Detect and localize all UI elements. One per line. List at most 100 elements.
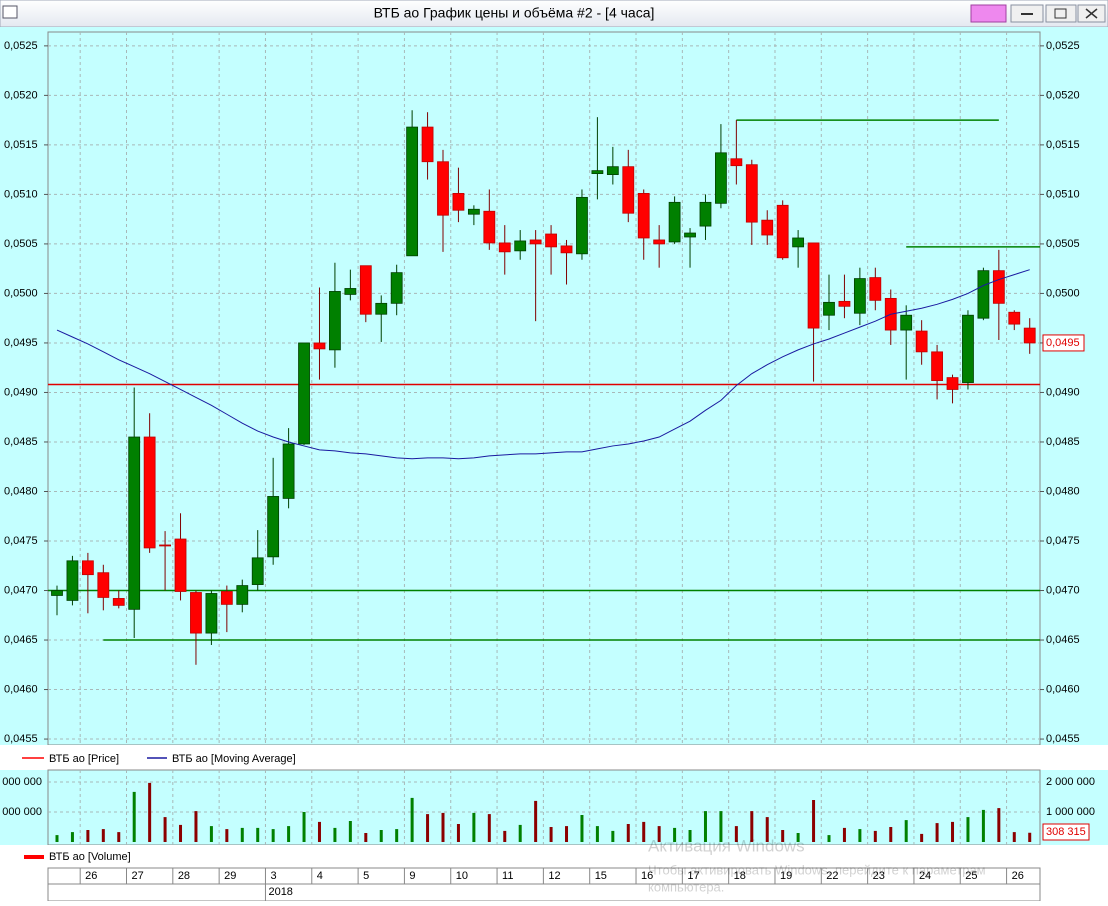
y-tick-label: 0,0500: [1046, 287, 1080, 299]
volume-bar: [858, 829, 862, 842]
x-tick-label: 26: [1012, 870, 1024, 882]
volume-bar: [966, 817, 970, 842]
volume-bar: [703, 811, 707, 842]
y-tick-label: 0,0485: [1046, 436, 1080, 448]
x-tick-label: 18: [734, 870, 746, 882]
volume-bar: [611, 830, 615, 842]
volume-bar: [981, 809, 985, 842]
candle-body: [1023, 327, 1036, 344]
watermark-line: компьютера.: [648, 879, 724, 894]
volume-bar: [781, 830, 785, 842]
volume-bar: [642, 821, 646, 842]
candle-body: [159, 544, 171, 547]
y-tick-label: 0,0500: [4, 287, 38, 299]
volume-bar: [132, 791, 136, 842]
candle-body: [931, 351, 943, 381]
volume-bar: [812, 800, 816, 842]
volume-bar: [503, 830, 507, 842]
candle-body: [807, 242, 820, 329]
volume-bar: [364, 833, 368, 842]
candle-body: [653, 239, 666, 245]
candle-body: [359, 265, 372, 315]
volume-bar: [565, 826, 569, 842]
y-tick-label: 2 000 000: [1046, 776, 1095, 788]
candle-body: [128, 436, 141, 610]
volume-bar: [287, 826, 291, 842]
candle-body: [112, 598, 125, 606]
volume-bar: [379, 830, 383, 842]
candle-body: [869, 277, 882, 301]
x-tick-label: 10: [456, 870, 468, 882]
candle-body: [622, 166, 635, 214]
candle-body: [190, 592, 202, 634]
volume-bar: [441, 812, 445, 842]
volume-bar: [920, 833, 924, 842]
legend-label: ВТБ ао [Price]: [49, 753, 119, 765]
candle-body: [498, 242, 511, 253]
legend-label: ВТБ ао [Moving Average]: [172, 753, 296, 765]
candle-body: [282, 443, 295, 499]
candle-body: [298, 342, 310, 445]
candle-body: [823, 301, 835, 316]
volume-bar: [209, 826, 213, 842]
x-tick-label: 15: [595, 870, 607, 882]
volume-bar: [673, 827, 677, 842]
candle-body: [375, 302, 388, 315]
y-tick-label: 1 000 000: [1046, 806, 1095, 818]
volume-legend-strip: [0, 845, 1108, 868]
maximize-button[interactable]: [1045, 4, 1077, 23]
moving-average-line: [56, 269, 1030, 460]
y-tick-label: 0,0510: [4, 188, 38, 200]
candle-body: [81, 560, 94, 576]
candle-body: [329, 291, 341, 351]
volume-bar: [951, 821, 955, 842]
volume-bar: [86, 830, 90, 842]
candle-body: [730, 158, 743, 167]
candle-body: [977, 270, 990, 319]
volume-bar: [395, 829, 399, 842]
volume-bar: [935, 823, 939, 842]
year-label: 2018: [268, 886, 292, 898]
y-tick-label: 0,0515: [4, 139, 38, 151]
y-tick-label: 0,0475: [4, 535, 38, 547]
candle-body: [514, 240, 527, 252]
volume-plot: [48, 770, 1040, 845]
last-price-label: 0,0495: [1046, 337, 1080, 349]
candle-body: [267, 496, 280, 558]
candle-body: [745, 164, 758, 223]
link-button[interactable]: [970, 4, 1007, 23]
last-price-box: [1042, 334, 1085, 352]
x-tick-label: 16: [641, 870, 653, 882]
last-volume-label: 308 315: [1046, 826, 1086, 838]
candle-body: [174, 538, 187, 592]
watermark-title: Активация Windows: [648, 836, 805, 855]
volume-bar: [194, 811, 198, 842]
y-tick-label: 0,0485: [4, 436, 38, 448]
y-tick-label: 0,0520: [1046, 89, 1080, 101]
candle-body: [776, 204, 789, 259]
watermark-line: Чтобы активировать Windows, перейдите к …: [648, 862, 986, 877]
price-panel: [0, 27, 1108, 745]
x-tick-label: 5: [363, 870, 369, 882]
y-tick-label: 0,0505: [1046, 238, 1080, 250]
candle-body: [637, 193, 650, 239]
volume-bar: [534, 800, 538, 842]
candle-body: [962, 314, 974, 383]
y-tick-label: 0,0460: [4, 683, 38, 695]
x-tick-label: 9: [409, 870, 415, 882]
volume-bar: [163, 817, 167, 842]
volume-bar: [117, 832, 121, 842]
y-tick-label: 2 000 000: [0, 776, 42, 788]
volume-bar: [765, 817, 769, 842]
volume-bar: [657, 826, 661, 842]
candle-body: [699, 201, 712, 227]
price-plot: [48, 32, 1040, 745]
candle-body: [205, 593, 218, 634]
y-tick-label: 0,0490: [4, 386, 38, 398]
candle-body: [51, 590, 63, 596]
volume-bar: [889, 827, 893, 842]
candle-body: [236, 585, 249, 605]
axes: 0,0455 0,0455 0,0460 0,0460 0,0465 0,0465 0,04…: [0, 40, 1095, 901]
y-tick-label: 0,0505: [4, 238, 38, 250]
